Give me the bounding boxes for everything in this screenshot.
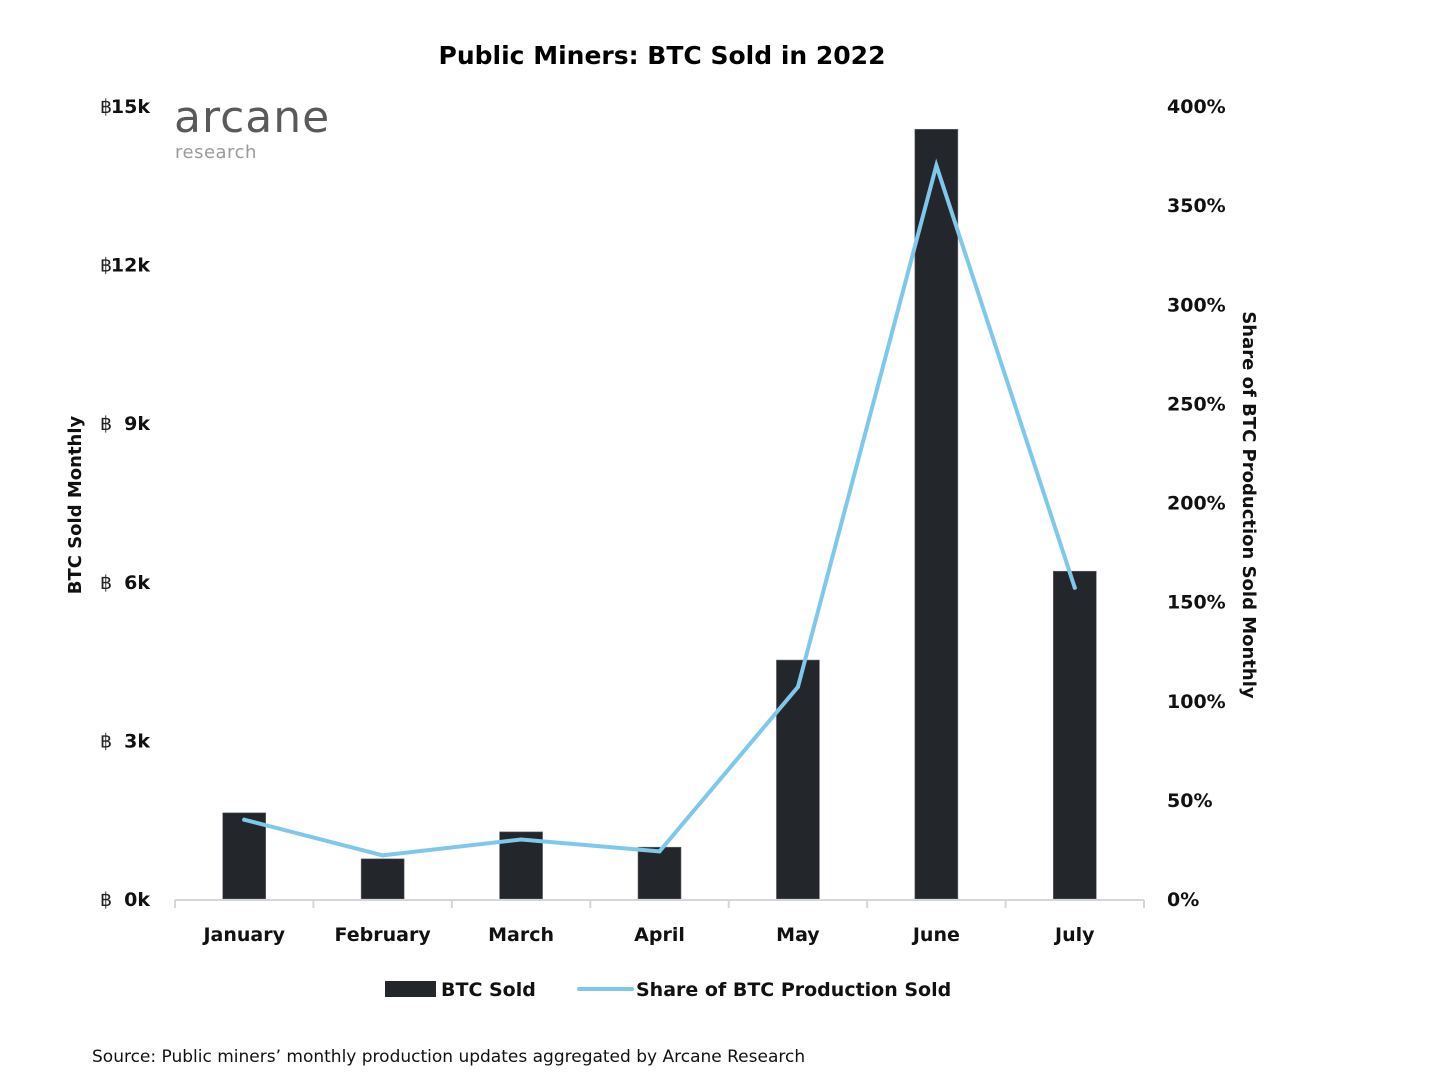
left-tick-3: ฿ 9k [100, 413, 150, 435]
line-point-march [519, 837, 524, 842]
right-tick-label: 200% [1167, 493, 1226, 515]
left-tick-0: ฿ 0k [100, 889, 150, 911]
bitcoin-symbol-icon: ฿ [100, 730, 112, 752]
left-axis-title: BTC Sold Monthly [65, 415, 86, 594]
category-label: February [335, 924, 432, 946]
bar-april [637, 846, 682, 900]
line-point-june [934, 163, 939, 168]
category-labels: January February March April May June July [201, 924, 1095, 946]
logo-wordmark: arcane [174, 92, 330, 143]
legend: BTC Sold Share of BTC Production Sold [385, 979, 951, 1001]
left-tick-label: 12k [111, 255, 150, 277]
line-point-may [795, 684, 800, 689]
right-axis-title: Share of BTC Production Sold Monthly [1238, 311, 1259, 699]
left-tick-label: 0k [124, 889, 150, 911]
category-label: May [776, 924, 820, 946]
arcane-logo: arcane research [174, 92, 330, 163]
left-tick-label: 6k [124, 572, 150, 594]
line-point-january [242, 817, 247, 822]
line-point-february [380, 853, 385, 858]
left-tick-4: ฿12k [100, 255, 150, 277]
left-tick-label: 9k [124, 413, 150, 435]
logo-subtitle: research [175, 142, 257, 163]
category-label: January [201, 924, 285, 946]
right-tick-label: 250% [1167, 393, 1226, 415]
right-tick-label: 350% [1167, 195, 1226, 217]
category-label: March [488, 924, 554, 946]
legend-swatch-btc-sold [385, 981, 436, 997]
right-axis-ticks: 0% 50% 100% 150% 200% 250% 300% 350% 400% [1167, 96, 1226, 911]
line-point-april [657, 849, 662, 854]
bar-february [360, 858, 405, 900]
line-point-july [1072, 585, 1077, 590]
bar-june [914, 128, 959, 900]
right-tick-label: 100% [1167, 691, 1226, 713]
source-note: Source: Public miners’ monthly productio… [92, 1047, 805, 1067]
x-axis [174, 899, 1145, 908]
category-label: June [911, 924, 960, 946]
category-label: April [634, 924, 685, 946]
left-tick-label: 3k [124, 730, 150, 752]
left-axis-ticks: ฿ 0k฿ 3k฿ 6k฿ 9k฿12k฿15k [100, 96, 150, 911]
bitcoin-symbol-icon: ฿ [100, 255, 112, 277]
right-tick-label: 150% [1167, 592, 1226, 614]
bar-series [222, 128, 1097, 900]
legend-label-btc-sold: BTC Sold [441, 979, 536, 1001]
right-tick-label: 50% [1167, 790, 1212, 812]
chart-title: Public Miners: BTC Sold in 2022 [439, 41, 886, 70]
bar-july [1052, 570, 1097, 900]
bitcoin-symbol-icon: ฿ [100, 572, 112, 594]
left-tick-2: ฿ 6k [100, 572, 150, 594]
left-tick-label: 15k [111, 96, 150, 118]
right-tick-label: 0% [1167, 889, 1199, 911]
bar-may [776, 659, 820, 900]
left-tick-1: ฿ 3k [100, 730, 150, 752]
bitcoin-symbol-icon: ฿ [100, 889, 112, 911]
right-tick-label: 400% [1167, 96, 1226, 118]
left-tick-5: ฿15k [100, 96, 150, 118]
bitcoin-symbol-icon: ฿ [100, 96, 112, 118]
right-tick-label: 300% [1167, 294, 1226, 316]
category-label: July [1053, 924, 1095, 946]
bar-january [222, 812, 267, 900]
bitcoin-symbol-icon: ฿ [100, 413, 112, 435]
line-series [242, 158, 1077, 858]
legend-label-share-sold: Share of BTC Production Sold [636, 979, 951, 1001]
